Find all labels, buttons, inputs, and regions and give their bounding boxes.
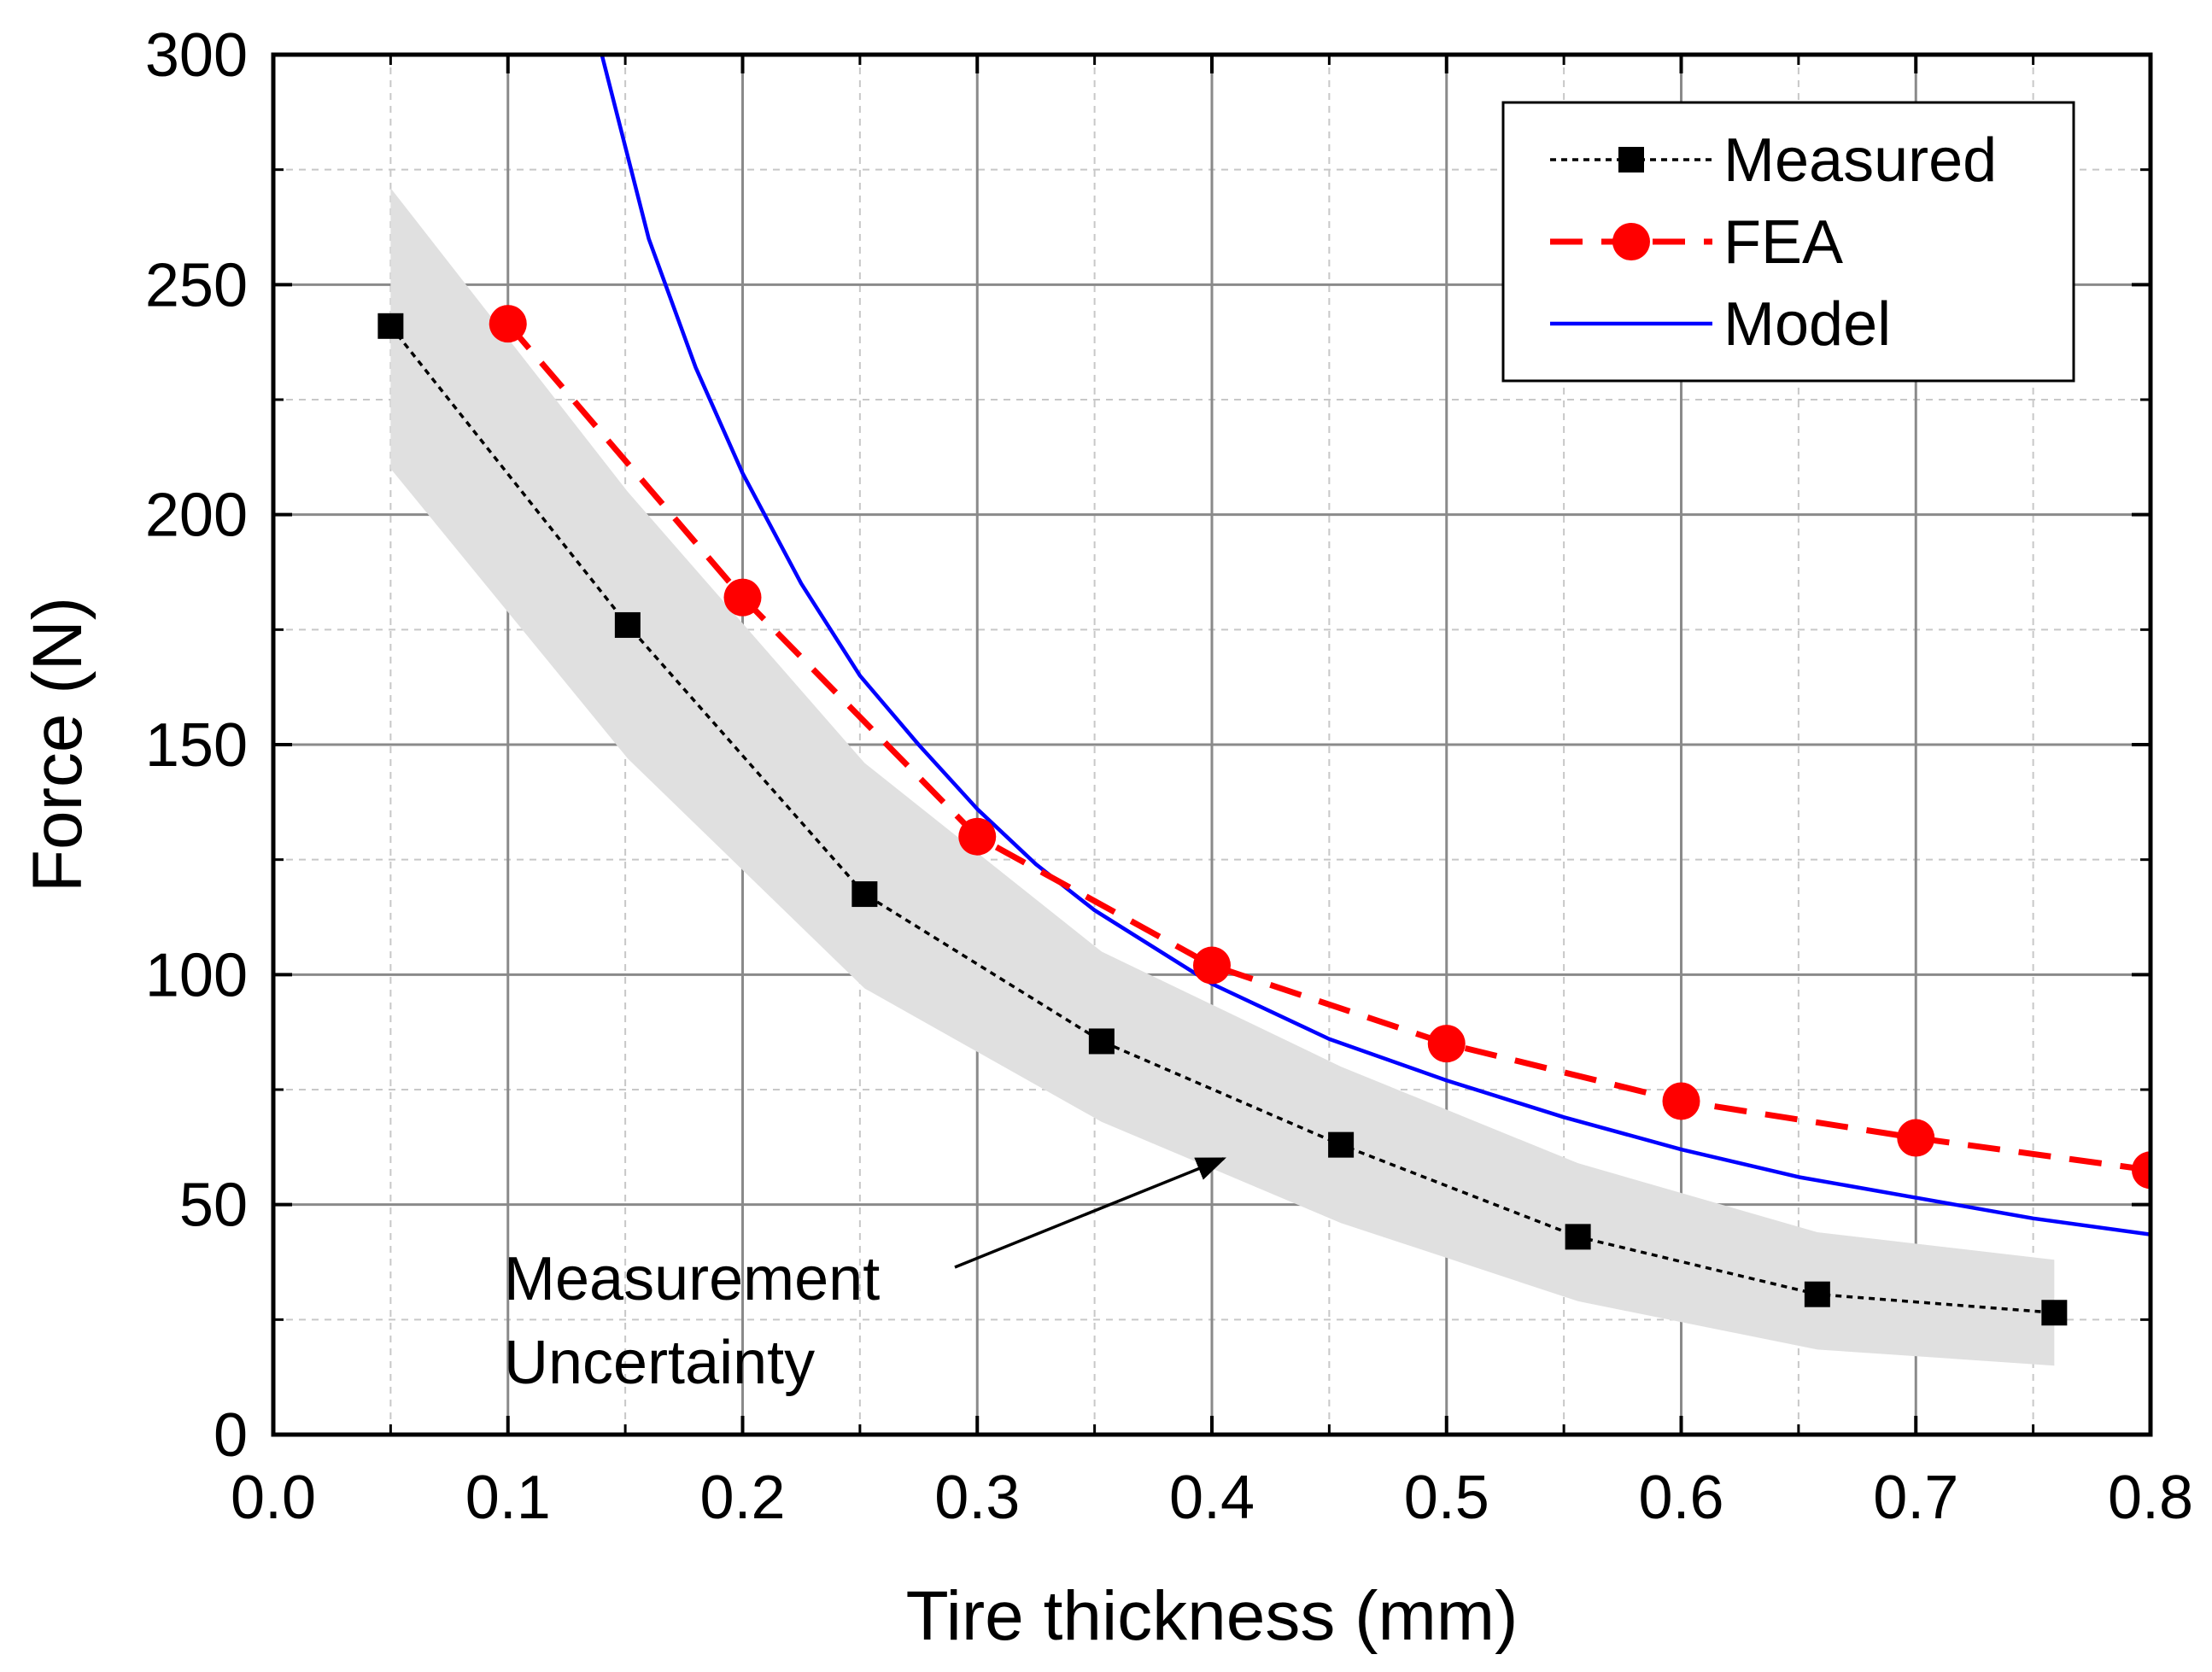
y-tick-label: 250 — [145, 251, 248, 319]
legend-marker-fea — [1612, 223, 1650, 260]
measured-point — [1328, 1131, 1355, 1158]
annotation-arrow — [954, 1157, 1226, 1269]
fea-point — [1662, 1082, 1700, 1120]
series-line-model — [600, 55, 2151, 1236]
fea-point — [1427, 1025, 1466, 1063]
x-tick-label: 0.4 — [1169, 1464, 1255, 1532]
y-tick-label: 200 — [145, 482, 248, 550]
x-tick-label: 0.0 — [231, 1464, 316, 1532]
uncertainty-band-layer — [390, 188, 2055, 1366]
legend: Measured FEA Model — [1501, 101, 2075, 383]
x-axis-title: Tire thickness (mm) — [906, 1577, 1519, 1655]
legend-box — [1501, 101, 2075, 383]
legend-label-fea: FEA — [1723, 208, 1843, 277]
fea-point — [1897, 1119, 1935, 1157]
y-tick-label: 0 — [214, 1401, 248, 1470]
x-tick-label: 0.6 — [1638, 1464, 1723, 1532]
x-tick-label: 0.7 — [1873, 1464, 1958, 1532]
fea-point — [1193, 946, 1231, 985]
legend-label-measured: Measured — [1723, 126, 1997, 195]
x-tick-label: 0.8 — [2108, 1464, 2193, 1532]
y-tick-label: 300 — [145, 21, 248, 90]
uncertainty-band — [390, 188, 2055, 1366]
x-tick-label: 0.1 — [465, 1464, 551, 1532]
annotation: Measurement Uncertainty — [504, 1157, 1226, 1397]
measured-point — [1088, 1028, 1115, 1055]
series-line-fea — [506, 321, 2151, 1173]
series-line-measured — [389, 324, 2055, 1314]
annotation-line-1: Measurement — [504, 1245, 880, 1313]
legend-label-model: Model — [1723, 290, 1891, 359]
legend-marker-measured — [1618, 147, 1644, 172]
y-tick-label: 100 — [145, 941, 248, 1009]
fea-point — [2132, 1151, 2151, 1190]
measured-point — [2041, 1300, 2068, 1326]
y-axis-title: Force (N) — [19, 597, 97, 892]
annotation-line-2: Uncertainty — [504, 1329, 815, 1397]
x-tick-label: 0.2 — [699, 1464, 785, 1532]
measured-point — [1565, 1224, 1591, 1250]
fea-point — [723, 578, 762, 617]
measured-point — [614, 611, 641, 638]
measured-point — [1804, 1281, 1830, 1307]
fea-point — [958, 817, 997, 856]
measured-point — [377, 313, 404, 339]
fea-point — [489, 305, 527, 343]
measured-point — [851, 881, 878, 908]
y-tick-label: 50 — [179, 1172, 248, 1240]
x-tick-label: 0.5 — [1404, 1464, 1489, 1532]
axes: 0.0 0.1 0.2 0.3 0.4 0.5 0.6 0.7 0.8 0 50 100 150 200 2… — [145, 21, 2193, 1532]
x-tick-label: 0.3 — [934, 1464, 1020, 1532]
y-tick-label: 150 — [145, 711, 248, 780]
series-layer — [377, 55, 2151, 1326]
